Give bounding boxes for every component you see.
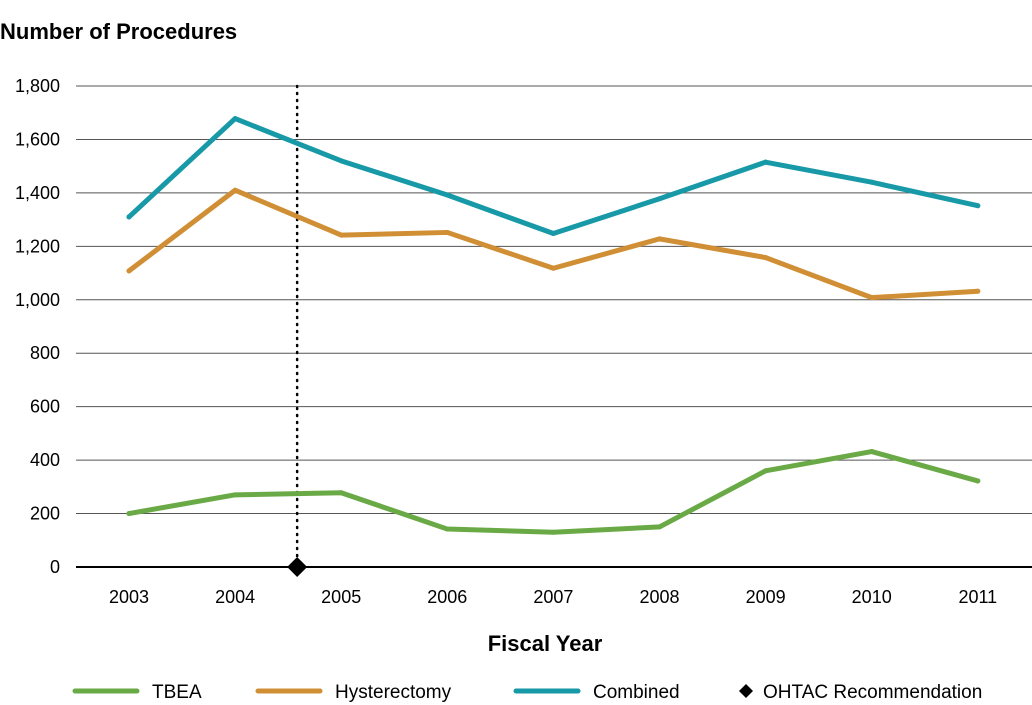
data-point (869, 179, 875, 185)
data-point (338, 232, 344, 238)
data-point (869, 449, 875, 455)
y-tick-label: 1,000 (15, 290, 60, 310)
data-point (763, 255, 769, 261)
x-tick-label: 2005 (321, 587, 361, 607)
series-line (126, 187, 981, 301)
data-point (444, 229, 450, 235)
legend: TBEA Hysterectomy Combined OHTAC Recommenda… (72, 682, 982, 703)
data-point (657, 524, 662, 530)
series-group (126, 116, 981, 237)
annotation-layer (287, 84, 308, 577)
data-point (232, 187, 238, 193)
data-point (338, 158, 344, 164)
x-tick-label: 2010 (852, 587, 892, 607)
data-point (126, 214, 132, 220)
legend-diamond-icon (739, 684, 753, 698)
y-tick-label: 1,800 (15, 76, 60, 96)
y-tick-label: 400 (30, 450, 60, 470)
data-point (444, 192, 450, 198)
data-point (975, 203, 981, 209)
series-layer (126, 116, 981, 535)
x-tick-label: 2003 (109, 587, 149, 607)
data-point (869, 295, 875, 301)
data-point (657, 196, 662, 202)
y-tick-label: 800 (30, 343, 60, 363)
y-tick-label: 600 (30, 397, 60, 417)
data-point (126, 511, 132, 517)
x-tick-label: 2009 (746, 587, 786, 607)
series-group (126, 187, 981, 301)
x-tick-label: 2006 (427, 587, 467, 607)
series-group (126, 449, 981, 535)
legend-label: Combined (593, 682, 680, 703)
data-point (444, 526, 450, 532)
x-tick-label: 2007 (533, 587, 573, 607)
data-point (975, 478, 981, 484)
y-tick-label: 200 (30, 504, 60, 524)
recommendation-diamond-marker (287, 557, 308, 577)
y-tick-label: 0 (50, 557, 60, 577)
legend-label: TBEA (152, 682, 202, 703)
data-point (975, 288, 981, 294)
data-point (550, 265, 556, 271)
data-point (232, 492, 238, 498)
data-point (763, 159, 769, 165)
data-point (550, 231, 556, 237)
y-axis-ticks: 0 200 400 600 800 1,000 1,200 1,400 1,600 1,800 (15, 76, 60, 577)
y-tick-label: 1,600 (15, 129, 60, 149)
data-point (550, 529, 556, 535)
y-tick-label: 1,400 (15, 183, 60, 203)
y-tick-label: 1,200 (15, 236, 60, 256)
legend-label: OHTAC Recommendation (763, 682, 982, 703)
x-tick-label: 2008 (639, 587, 679, 607)
data-point (232, 116, 238, 122)
gridlines (76, 85, 1032, 568)
x-tick-label: 2004 (215, 587, 255, 607)
x-axis-ticks: 2003 2004 2005 2006 2007 2008 2009 2010 2011 (109, 587, 997, 607)
series-line (126, 116, 981, 237)
data-point (126, 268, 132, 274)
data-point (338, 490, 344, 496)
series-line (126, 449, 981, 535)
x-tick-label: 2011 (958, 587, 997, 607)
x-axis-title: Fiscal Year (488, 631, 603, 656)
y-axis-title: Number of Procedures (0, 19, 237, 44)
data-point (657, 236, 662, 242)
legend-label: Hysterectomy (335, 682, 452, 703)
data-point (763, 468, 769, 474)
